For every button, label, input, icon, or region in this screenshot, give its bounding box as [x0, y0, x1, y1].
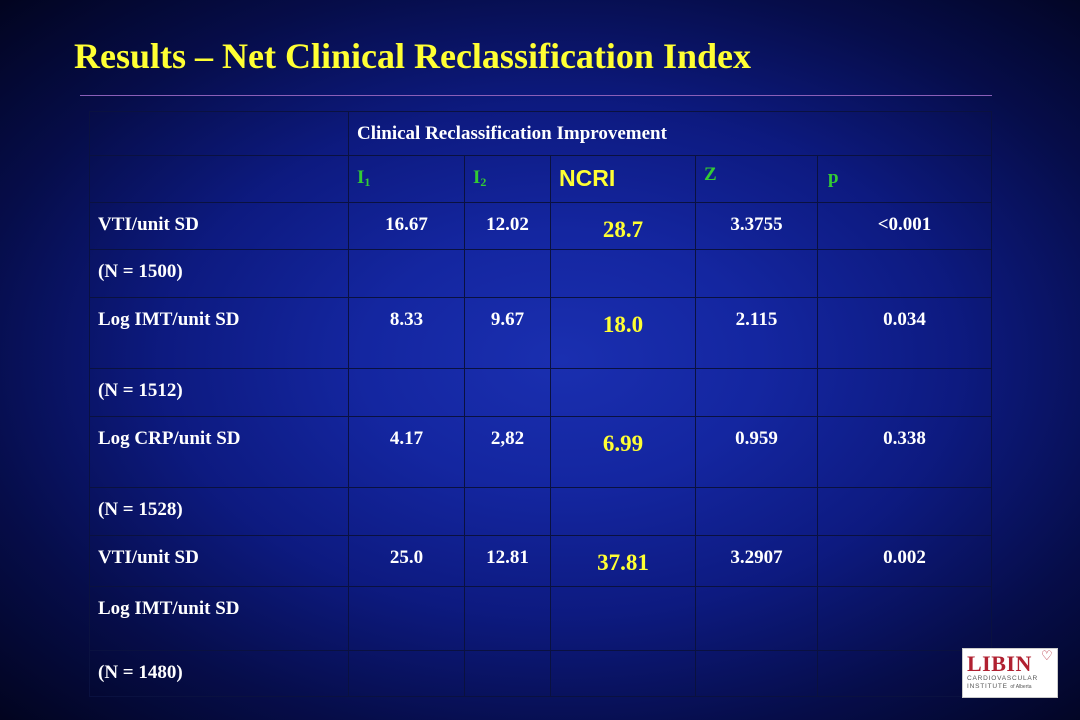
- table-row: VTI/unit SD 16.67 12.02 28.7 3.3755 <0.0…: [89, 202, 993, 250]
- cell-i1: 4.17: [348, 416, 465, 488]
- cell-empty: [464, 586, 551, 651]
- cell-p: <0.001: [816, 202, 993, 250]
- cell-z: 3.3755: [695, 202, 818, 250]
- cell-empty: [695, 368, 818, 417]
- logo-name: LIBIN: [967, 651, 1032, 676]
- cell-ncri: 37.81: [550, 535, 696, 587]
- header-empty-cell: [89, 111, 349, 156]
- cell-empty: [348, 368, 465, 417]
- col-header-p: p: [816, 155, 993, 203]
- cell-i2: 12.81: [464, 535, 551, 587]
- cell-empty: [816, 487, 993, 536]
- cell-empty: [550, 650, 696, 697]
- row-label: Log IMT/unit SD: [89, 297, 349, 369]
- cell-empty: [348, 586, 465, 651]
- table-row: Log IMT/unit SD: [89, 586, 993, 651]
- logo-line2: INSTITUTE of Alberta: [967, 683, 1032, 691]
- col-header-i2: I2: [464, 155, 551, 203]
- table-row: Log CRP/unit SD 4.17 2,82 6.99 0.959 0.3…: [89, 416, 993, 488]
- cell-i2: 2,82: [464, 416, 551, 488]
- results-table: Clinical Reclassification Improvement I1…: [89, 111, 993, 697]
- cell-i2: 9.67: [464, 297, 551, 369]
- cell-ncri: 6.99: [550, 416, 696, 488]
- cell-empty: [464, 368, 551, 417]
- table-header-row-columns: I1 I2 NCRI Z p: [89, 155, 993, 203]
- row-label: (N = 1500): [89, 249, 349, 298]
- table-row: VTI/unit SD 25.0 12.81 37.81 3.2907 0.00…: [89, 535, 993, 587]
- row-label: (N = 1512): [89, 368, 349, 417]
- cell-p: 0.034: [816, 297, 993, 369]
- cell-z: 0.959: [695, 416, 818, 488]
- logo-line1: CARDIOVASCULAR: [967, 675, 1039, 682]
- cell-empty: [348, 650, 465, 697]
- row-label: Log CRP/unit SD: [89, 416, 349, 488]
- cell-empty: [816, 249, 993, 298]
- col-header-z: Z: [695, 155, 818, 203]
- cell-empty: [550, 487, 696, 536]
- table-row: (N = 1480): [89, 650, 993, 697]
- cell-i1: 16.67: [348, 202, 465, 250]
- row-label: (N = 1528): [89, 487, 349, 536]
- cell-empty: [695, 487, 818, 536]
- cell-empty: [816, 368, 993, 417]
- table-row: (N = 1528): [89, 487, 993, 536]
- header-empty-cell: [89, 155, 349, 203]
- row-label: VTI/unit SD: [89, 202, 349, 250]
- title-divider: [80, 95, 992, 96]
- cell-p: 0.338: [816, 416, 993, 488]
- group-header-label: Clinical Reclassification Improvement: [357, 123, 667, 144]
- row-label: (N = 1480): [89, 650, 349, 697]
- table-row: (N = 1512): [89, 368, 993, 417]
- heart-icon: ♡: [1041, 648, 1053, 663]
- cell-empty: [695, 586, 818, 651]
- cell-z: 2.115: [695, 297, 818, 369]
- cell-ncri: 28.7: [550, 202, 696, 250]
- libin-logo: ♡ LIBIN CARDIOVASCULAR INSTITUTE of Albe…: [962, 648, 1058, 698]
- cell-empty: [695, 650, 818, 697]
- col-header-ncri: NCRI: [550, 155, 696, 203]
- col-header-i1: I1: [348, 155, 465, 203]
- group-header-cell: Clinical Reclassification Improvement: [347, 111, 993, 156]
- cell-p: 0.002: [816, 535, 993, 587]
- table-header-row-group: Clinical Reclassification Improvement: [89, 111, 993, 156]
- table-row: (N = 1500): [89, 249, 993, 298]
- cell-i1: 8.33: [348, 297, 465, 369]
- cell-i1: 25.0: [348, 535, 465, 587]
- cell-i2: 12.02: [464, 202, 551, 250]
- slide-title: Results – Net Clinical Reclassification …: [74, 36, 751, 76]
- row-label: Log IMT/unit SD: [89, 586, 349, 651]
- cell-empty: [464, 650, 551, 697]
- cell-empty: [348, 249, 465, 298]
- cell-empty: [695, 249, 818, 298]
- cell-empty: [550, 368, 696, 417]
- cell-empty: [464, 249, 551, 298]
- cell-ncri: 18.0: [550, 297, 696, 369]
- table-row: Log IMT/unit SD 8.33 9.67 18.0 2.115 0.0…: [89, 297, 993, 369]
- cell-empty: [550, 586, 696, 651]
- cell-empty: [348, 487, 465, 536]
- row-label: VTI/unit SD: [89, 535, 349, 587]
- cell-z: 3.2907: [695, 535, 818, 587]
- cell-empty: [464, 487, 551, 536]
- cell-empty: [550, 249, 696, 298]
- cell-empty: [816, 586, 993, 651]
